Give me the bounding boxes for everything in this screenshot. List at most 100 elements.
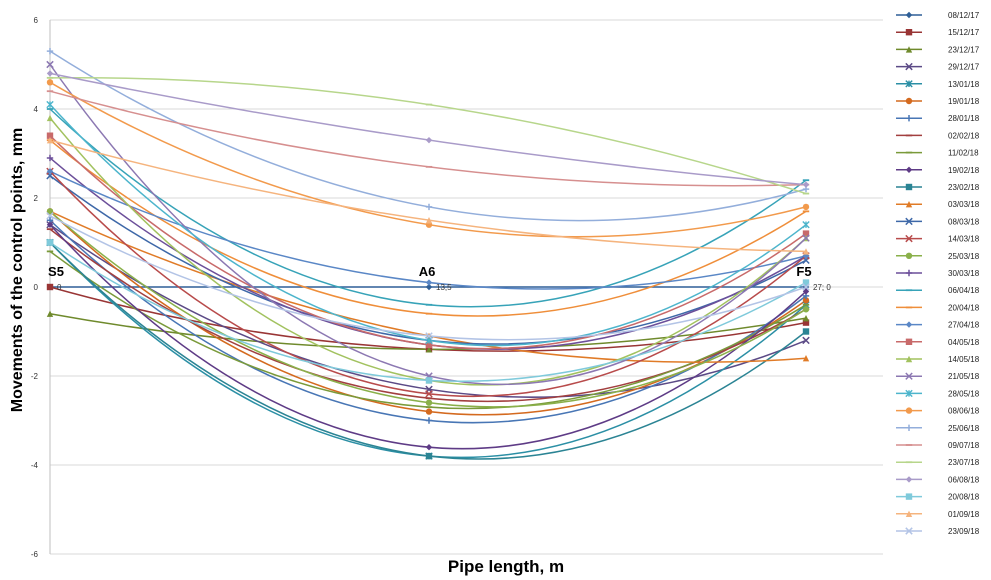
legend-marker [905, 424, 913, 431]
data-point [802, 221, 810, 229]
legend-item: 06/04/18 [896, 286, 980, 295]
y-tick-label: -2 [31, 372, 39, 381]
data-point [425, 217, 433, 224]
legend-item: 23/07/18 [896, 458, 980, 467]
legend-item: 30/03/18 [896, 269, 980, 278]
legend-item: 15/12/17 [896, 28, 980, 37]
data-point [46, 100, 54, 109]
data-point [425, 377, 433, 384]
legend-marker [905, 97, 913, 105]
data-point [802, 234, 810, 242]
series-line [49, 72, 807, 186]
data-point [425, 408, 433, 415]
legend-item: 13/01/18 [896, 80, 980, 89]
data-point [802, 328, 810, 335]
legend-marker [905, 407, 913, 414]
legend-item: 08/06/18 [896, 407, 980, 416]
legend-item: 28/05/18 [896, 389, 980, 398]
legend-item: 20/04/18 [896, 303, 980, 312]
data-point [802, 181, 810, 188]
legend-item: 02/02/18 [896, 131, 980, 140]
data-point [425, 417, 433, 424]
point-label: A6 [419, 264, 436, 279]
legend-label: 08/06/18 [948, 407, 980, 416]
data-point [425, 332, 433, 340]
data-point [425, 346, 433, 353]
data-point [425, 279, 433, 286]
point-value-label: 13,5 [436, 283, 452, 292]
data-point [425, 444, 433, 451]
legend-label: 25/03/18 [948, 252, 980, 261]
legend-item: 27/04/18 [896, 321, 980, 330]
y-tick-label: 6 [34, 16, 39, 25]
legend-item: 04/05/18 [896, 338, 980, 347]
data-point [46, 70, 54, 77]
legend-marker [905, 115, 913, 122]
legend-label: 08/03/18 [948, 217, 980, 226]
point-value-label: 0 [57, 283, 62, 292]
data-point [802, 297, 810, 304]
data-point [425, 203, 433, 211]
legend-label: 03/03/18 [948, 200, 980, 209]
legend-marker [905, 510, 913, 517]
legend-label: 11/02/18 [948, 149, 979, 158]
legend-marker [905, 355, 913, 363]
legend-label: 28/01/18 [948, 114, 980, 123]
legend-label: 20/04/18 [948, 303, 980, 312]
data-point [802, 306, 810, 313]
legend-label: 02/02/18 [948, 131, 980, 140]
legend-label: 20/08/18 [948, 493, 980, 502]
legend-marker [905, 252, 913, 259]
series-line [49, 139, 807, 253]
legend-label: 25/06/18 [948, 424, 980, 433]
legend-item: 23/02/18 [896, 183, 980, 192]
legend-label: 23/12/17 [948, 45, 980, 54]
data-point [802, 314, 810, 322]
series-line [49, 157, 807, 350]
legend-label: 19/02/18 [948, 166, 980, 175]
data-point [46, 60, 54, 69]
legend-item: 19/02/18 [896, 166, 980, 175]
data-point [46, 136, 54, 144]
legend-label: 04/05/18 [948, 338, 980, 347]
point-label: S5 [48, 264, 64, 279]
legend-marker [905, 389, 913, 398]
legend-item: 25/06/18 [896, 424, 980, 433]
legend-item: 21/05/18 [896, 372, 980, 381]
legend-marker [905, 476, 913, 483]
y-tick-label: -6 [31, 550, 39, 559]
y-tick-labels: 6 4 2 0 -2 -4 -6 [31, 16, 39, 559]
data-point [802, 248, 810, 255]
x-axis-label: Pipe length, m [448, 557, 564, 576]
point-value-label: 27; 0 [813, 283, 831, 292]
data-point [46, 79, 54, 86]
legend-marker [905, 338, 913, 345]
point-label: F5 [796, 264, 811, 279]
legend-marker [905, 166, 913, 173]
data-point [802, 288, 810, 295]
legend-marker [905, 234, 913, 243]
legend-label: 09/07/18 [948, 441, 980, 450]
legend-label: 06/08/18 [948, 475, 980, 484]
legend-label: 23/07/18 [948, 458, 980, 467]
data-point [46, 212, 54, 220]
legend-label: 19/01/18 [948, 97, 980, 106]
legend-item: 23/12/17 [896, 45, 980, 54]
legend-marker [905, 372, 913, 380]
legend-item: 14/03/18 [896, 235, 980, 244]
y-axis-label: Movements of the control points, mm [9, 128, 26, 412]
y-tick-label: 2 [34, 194, 39, 203]
legend-label: 13/01/18 [948, 80, 980, 89]
legend-marker [905, 46, 913, 53]
data-point [46, 47, 54, 55]
legend-item: 01/09/18 [896, 510, 980, 519]
legend-label: 14/03/18 [948, 235, 980, 244]
data-point [46, 283, 54, 291]
legend-item: 08/12/17 [896, 11, 980, 20]
legend-label: 28/05/18 [948, 389, 980, 398]
legend-item: 23/09/18 [896, 527, 980, 536]
data-point [46, 168, 54, 175]
legend-marker [905, 29, 913, 36]
